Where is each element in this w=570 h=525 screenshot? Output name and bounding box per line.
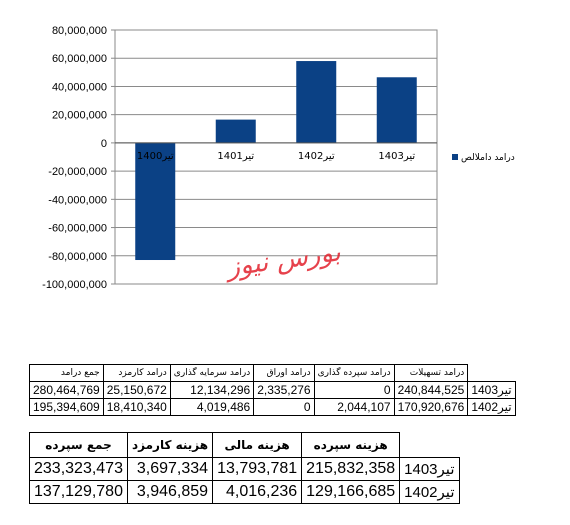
income-header-fee: درامد کارمزد	[102, 364, 171, 382]
income-row-label: تیر1402	[467, 398, 516, 416]
x-tick-label: تیر1402	[298, 151, 335, 162]
expense-header-total: جمع سپرده	[29, 432, 128, 458]
expense-cell: 3,946,859	[126, 480, 214, 504]
income-table: جمع درامد درامد کارمزد درامد سرمایه گذار…	[29, 364, 516, 416]
income-cell: 280,464,769	[29, 381, 104, 399]
bar	[376, 77, 417, 143]
expense-cell: 137,129,780	[29, 480, 128, 504]
table-row: 195,394,609 18,410,340 4,019,486 0 2,044…	[29, 398, 516, 416]
income-cell: 18,410,340	[102, 398, 171, 416]
y-tick-label: 60,000,000	[52, 53, 107, 65]
y-tick-label: -20,000,000	[48, 166, 107, 178]
y-tick-label: 20,000,000	[52, 110, 107, 122]
income-header-corner	[467, 364, 516, 382]
income-cell: 0	[313, 381, 395, 399]
expense-header-corner	[399, 432, 459, 458]
y-tick-label: -100,000,000	[42, 279, 107, 291]
legend-swatch	[452, 154, 458, 160]
income-cell: 2,335,276	[253, 381, 315, 399]
y-tick-label: 80,000,000	[52, 25, 107, 37]
expense-row-label: تیر1403	[399, 457, 460, 481]
income-cell: 0	[253, 398, 315, 416]
x-tick-label: تیر1400	[137, 151, 174, 162]
income-header-loans: درامد تسهیلات	[393, 364, 469, 382]
table-row: 233,323,473 3,697,334 13,793,781 215,832…	[29, 457, 460, 481]
income-header-investment: درامد سرمایه گذاری	[169, 364, 255, 382]
income-cell: 240,844,525	[393, 381, 469, 399]
y-tick-label: -80,000,000	[48, 251, 107, 263]
income-cell: 12,134,296	[169, 381, 255, 399]
bar	[215, 119, 256, 143]
y-tick-label: -40,000,000	[48, 194, 107, 206]
income-cell: 25,150,672	[102, 381, 171, 399]
income-header-deposit: درامد سپرده گذاری	[313, 364, 395, 382]
table-row: 137,129,780 3,946,859 4,016,236 129,166,…	[29, 480, 460, 504]
income-table-header-row: جمع درامد درامد کارمزد درامد سرمایه گذار…	[29, 364, 516, 382]
y-tick-label: 0	[101, 138, 107, 150]
y-tick-label: -60,000,000	[48, 223, 107, 235]
income-cell: 2,044,107	[313, 398, 395, 416]
expense-row-label: تیر1402	[399, 480, 460, 504]
y-tick-label: 40,000,000	[52, 81, 107, 93]
table-row: 280,464,769 25,150,672 12,134,296 2,335,…	[29, 381, 516, 399]
expense-header-fee: هزینه کارمزد	[126, 432, 214, 458]
x-tick-label: تیر1401	[217, 151, 254, 162]
expense-header-financial: هزینه مالی	[212, 432, 303, 458]
income-cell: 195,394,609	[29, 398, 104, 416]
income-header-bonds: درامد اوراق	[253, 364, 315, 382]
expense-table-header-row: جمع سپرده هزینه کارمزد هزینه مالی هزینه …	[29, 432, 459, 458]
expense-cell: 3,697,334	[126, 457, 214, 481]
expense-cell: 215,832,358	[301, 457, 401, 481]
expense-table: جمع سپرده هزینه کارمزد هزینه مالی هزینه …	[29, 432, 460, 504]
income-row-label: تیر1403	[467, 381, 516, 399]
expense-cell: 233,323,473	[29, 457, 128, 481]
bar	[296, 61, 337, 143]
expense-header-deposit: هزینه سپرده	[301, 432, 401, 458]
x-tick-label: تیر1403	[378, 151, 415, 162]
income-header-total: جمع درامد	[29, 364, 104, 382]
bar-chart: 80,000,000 60,000,000 40,000,000 20,000,000…	[42, 25, 515, 291]
expense-cell: 13,793,781	[212, 457, 303, 481]
legend-label: درامد داملالص	[461, 153, 515, 163]
expense-cell: 4,016,236	[212, 480, 303, 504]
income-cell: 4,019,486	[169, 398, 255, 416]
chart-area: 80,000,000 60,000,000 40,000,000 20,000,000…	[42, 25, 515, 291]
bar	[135, 142, 176, 261]
expense-cell: 129,166,685	[301, 480, 401, 504]
income-cell: 170,920,676	[393, 398, 469, 416]
